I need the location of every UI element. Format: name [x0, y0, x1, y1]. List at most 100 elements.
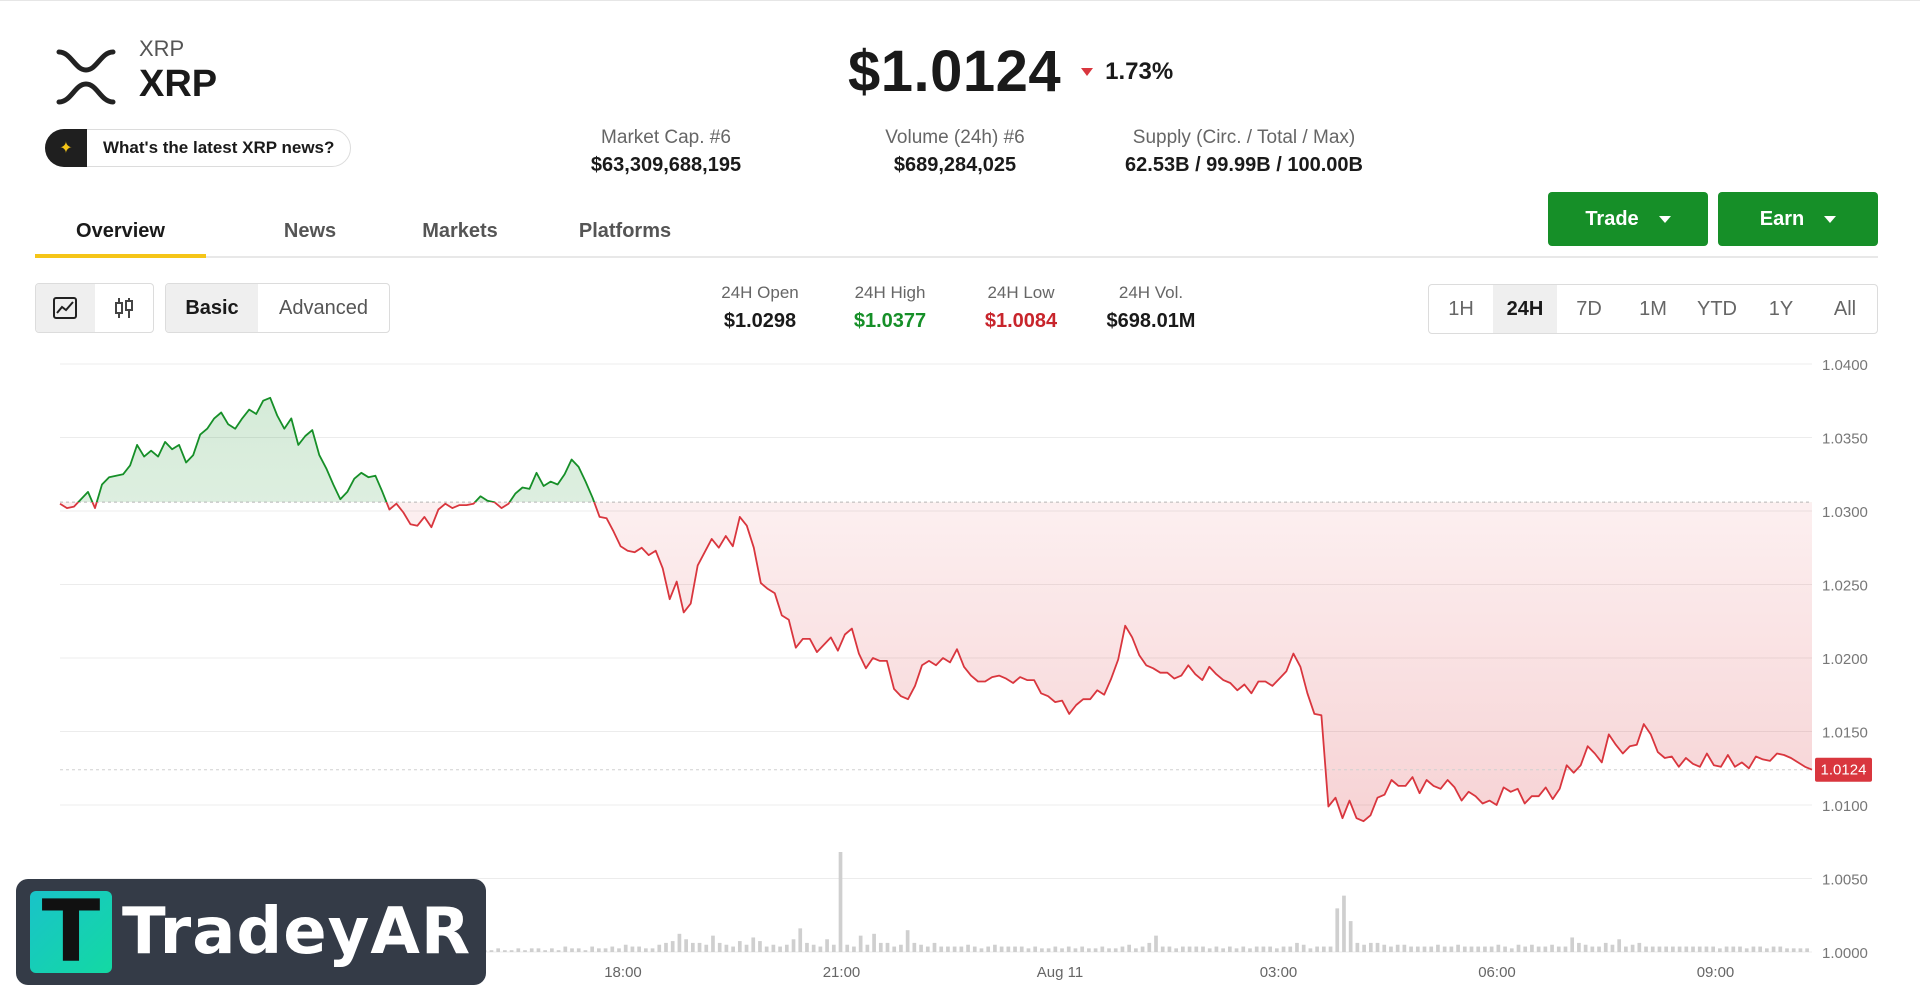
volume-bar [731, 946, 735, 952]
volume-bar [905, 930, 910, 952]
stat-market-cap: Market Cap. #6 $63,309,688,195 [566, 126, 766, 180]
volume-bar [1650, 946, 1655, 952]
volume-bar [798, 928, 803, 952]
volume-bar [1295, 942, 1299, 952]
volume-bar [516, 948, 521, 952]
range-7d[interactable]: 7D [1576, 297, 1602, 320]
volume-bar [1348, 921, 1353, 952]
range-1y[interactable]: 1Y [1768, 297, 1794, 320]
volume-bar [1724, 946, 1729, 952]
volume-bar [617, 948, 621, 952]
ohlc-label: 24H Vol. [1118, 283, 1184, 302]
volume-bar [1590, 946, 1595, 952]
price-chart[interactable]: 1.0400 1.0350 1.0300 1.0250 1.0200 1.0150 1.01… [0, 340, 1920, 1001]
volume-bar [1664, 946, 1669, 952]
volume-bar [1328, 946, 1333, 952]
tab-platforms[interactable]: Platforms [578, 219, 672, 242]
volume-bar [1093, 948, 1098, 952]
volume-bar [1550, 944, 1554, 952]
volume-bar [1174, 948, 1178, 952]
volume-bar [1536, 946, 1541, 952]
line-chart-button[interactable] [36, 284, 95, 332]
ohlc-label: 24H High [854, 283, 926, 302]
volume-bar [1087, 948, 1091, 952]
volume-bar [536, 948, 541, 952]
volume-bar [1677, 946, 1682, 952]
volume-bar [805, 942, 809, 952]
trade-button[interactable]: Trade [1548, 192, 1708, 246]
earn-button[interactable]: Earn [1718, 192, 1878, 246]
tab-overview[interactable]: Overview [35, 208, 206, 258]
volume-bar [630, 946, 635, 952]
volume-bar [684, 939, 688, 952]
volume-bar [1368, 942, 1373, 952]
volume-bar [1362, 944, 1366, 952]
range-1m[interactable]: 1M [1639, 297, 1667, 320]
volume-bar [966, 944, 970, 952]
volume-bar [1597, 946, 1601, 952]
range-ytd[interactable]: YTD [1697, 297, 1737, 320]
volume-bar [724, 944, 729, 952]
volume-bar [1234, 948, 1239, 952]
volume-bar [570, 948, 574, 952]
current-price: $1.0124 [848, 39, 1062, 104]
stat-volume: Volume (24h) #6 $689,284,025 [855, 126, 1055, 180]
volume-bar [925, 946, 930, 952]
volume-bar [1181, 946, 1185, 952]
volume-bar [784, 944, 789, 952]
volume-bar [919, 944, 923, 952]
volume-bar [1301, 944, 1306, 952]
volume-bar [1530, 944, 1534, 952]
volume-bar [657, 944, 662, 952]
volume-bar [858, 935, 863, 952]
x-tick-label: 18:00 [604, 964, 642, 981]
y-tick-label: 1.0200 [1822, 651, 1868, 668]
price-line-up [76, 396, 596, 503]
volume-bar [892, 946, 897, 952]
volume-bar [489, 950, 494, 952]
volume-bar [1671, 946, 1675, 952]
volume-bar [1053, 946, 1058, 952]
volume-bar [1160, 946, 1165, 952]
y-tick-label: 1.0300 [1822, 504, 1868, 521]
asset-name: XRP [139, 63, 218, 105]
volume-bar [999, 946, 1004, 952]
volume-bar [1281, 946, 1286, 952]
volume-bar [1583, 944, 1588, 952]
range-1h[interactable]: 1H [1448, 297, 1474, 320]
chart-mode-toggle: Basic Advanced [165, 283, 390, 333]
x-tick-label: Aug 11 [1037, 964, 1083, 981]
volume-bar [932, 942, 937, 952]
tab-markets[interactable]: Markets [422, 219, 498, 242]
volume-bar [811, 944, 816, 952]
stat-label: Supply (Circ. / Total / Max) [1132, 127, 1356, 148]
xrp-logo-icon [56, 49, 116, 105]
stat-label: Market Cap. #6 [601, 127, 731, 148]
volume-bar [1395, 944, 1400, 952]
basic-mode-button[interactable]: Basic [166, 284, 258, 332]
volume-bar [1791, 948, 1796, 952]
volume-bar [1738, 946, 1742, 952]
volume-bar [1462, 946, 1467, 952]
tab-news[interactable]: News [283, 219, 337, 242]
price-line-down [59, 502, 1813, 823]
volume-bar [1523, 946, 1528, 952]
candlestick-button[interactable] [95, 284, 154, 332]
latest-news-button[interactable]: ✦ What's the latest XRP news? [45, 129, 351, 167]
range-all[interactable]: All [1833, 297, 1857, 320]
volume-bar [1644, 946, 1648, 952]
volume-bar [1026, 948, 1031, 952]
volume-bar [1805, 948, 1809, 952]
volume-bar [1261, 946, 1266, 952]
volume-bar [1201, 946, 1205, 952]
volume-bar [1637, 942, 1642, 952]
volume-bar [550, 948, 554, 952]
volume-bar [1288, 946, 1293, 952]
volume-bar [912, 942, 917, 952]
volume-bar [1711, 946, 1716, 952]
advanced-mode-button[interactable]: Advanced [279, 296, 368, 319]
volume-bar [1731, 946, 1736, 952]
volume-bar [1013, 946, 1017, 952]
tab-bar: Overview News Markets Platforms [35, 208, 1878, 258]
range-24h[interactable]: 24H [1493, 285, 1557, 333]
